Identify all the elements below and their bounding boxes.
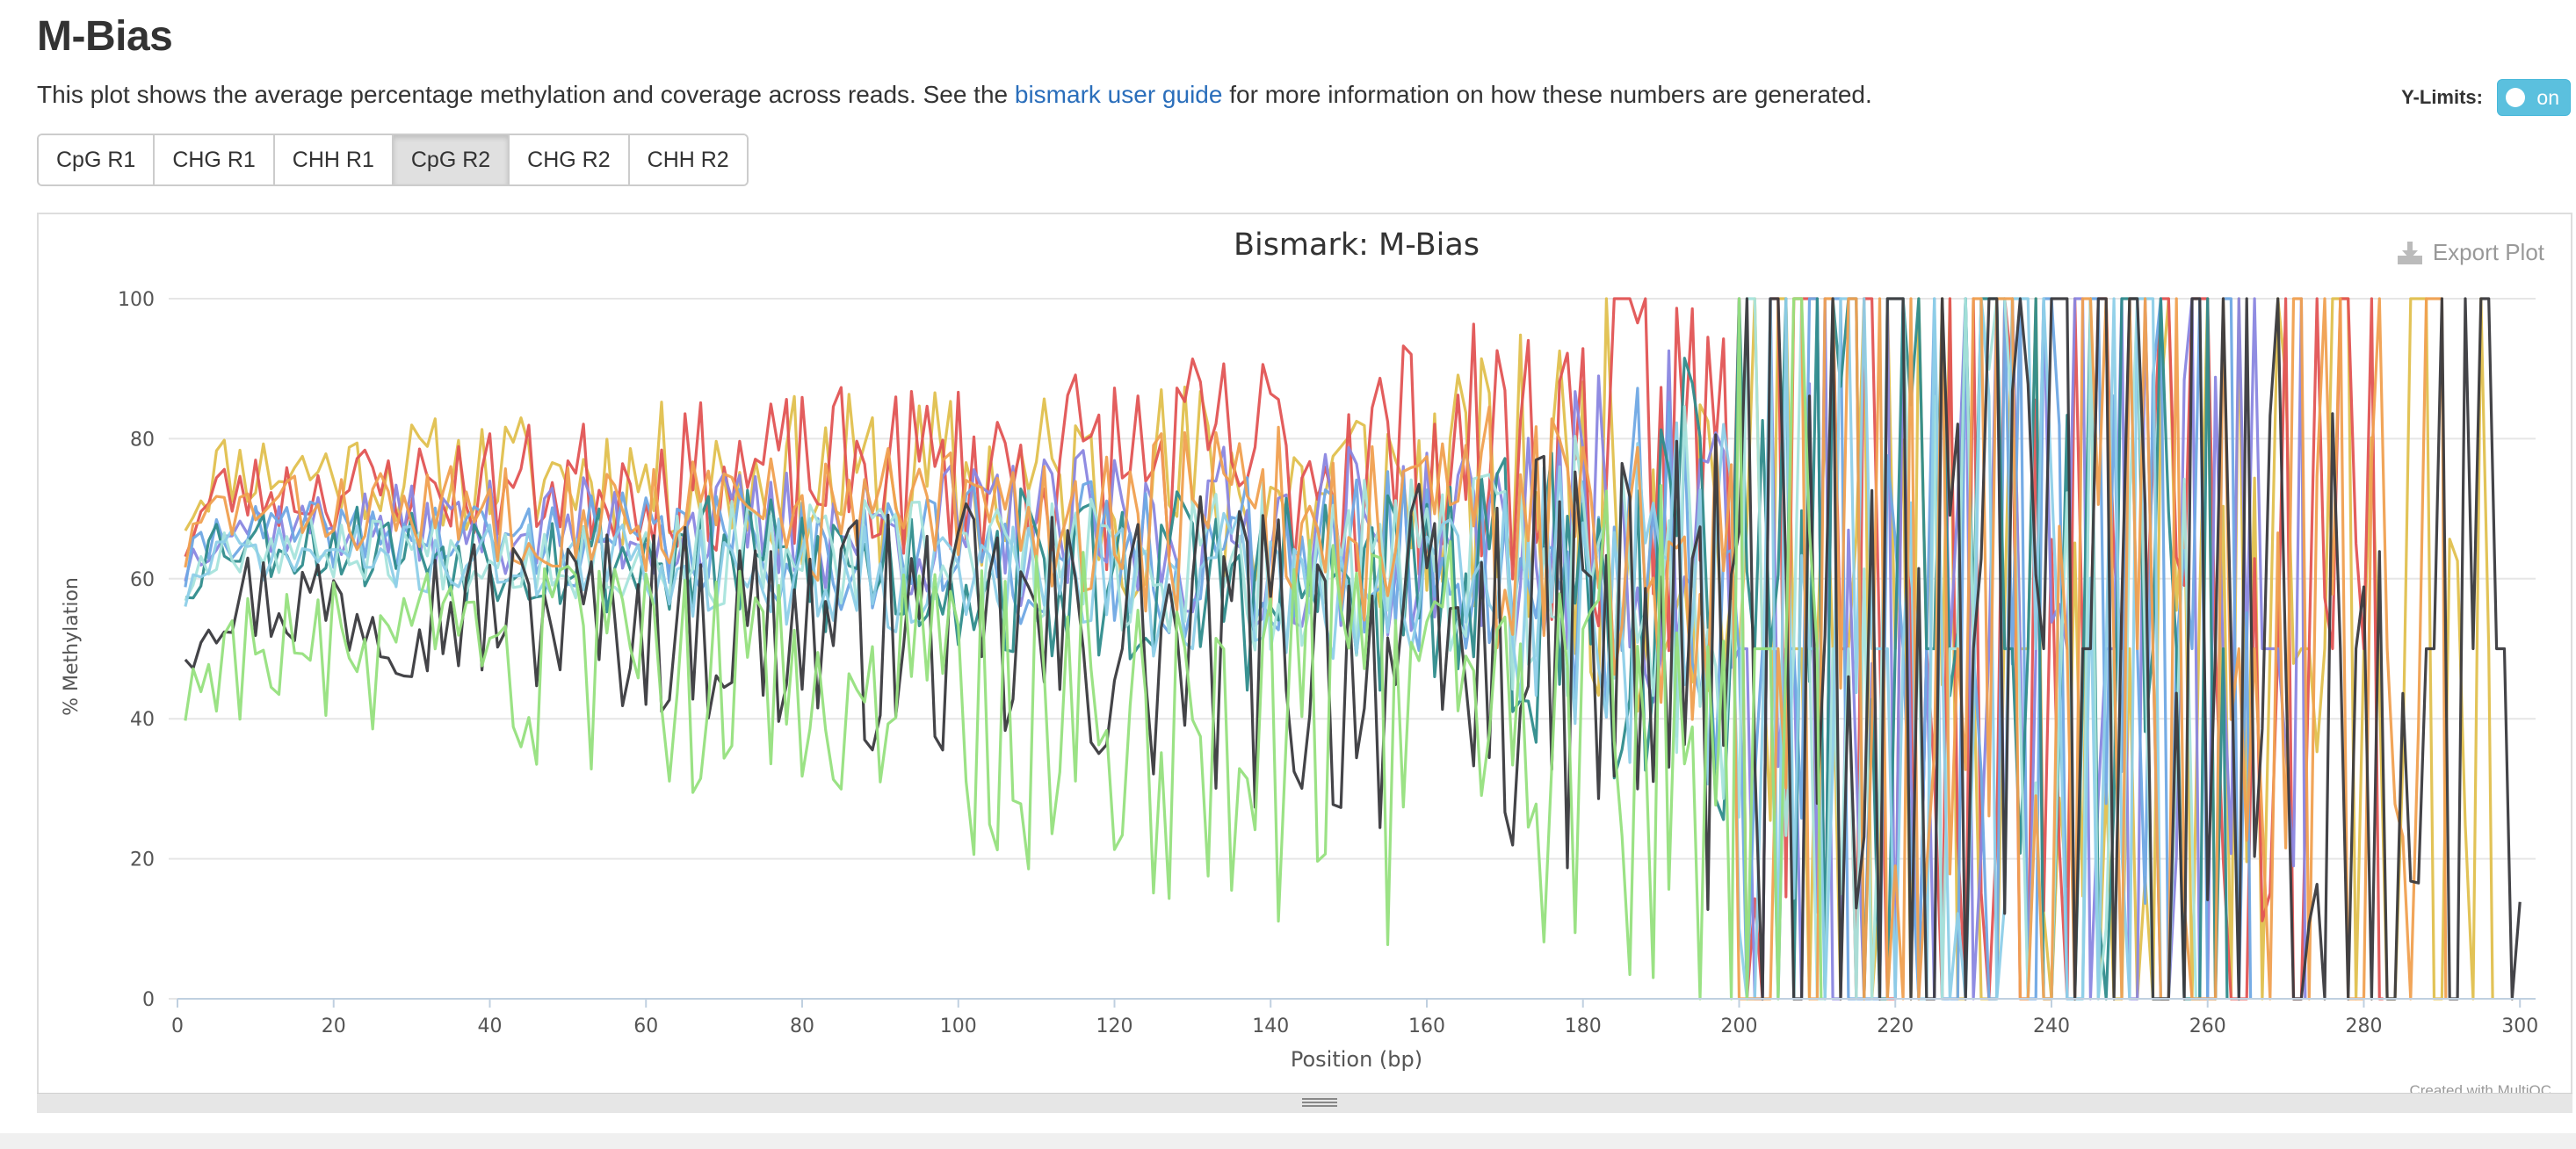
y-tick-label: 20 (130, 849, 155, 871)
y-limits-state: on (2536, 85, 2559, 109)
x-tick-label: 200 (1720, 1015, 1757, 1037)
x-tick-label: 180 (1565, 1015, 1602, 1037)
plot-panel: 0 20 40 60 80 100 0 20 40 60 80 100 120 140 160 180 200 2… (37, 213, 2572, 1112)
tab-chg-r1[interactable]: CHG R1 (155, 135, 275, 184)
description-text-after: for more information on how these number… (1222, 81, 1872, 108)
x-tick-label: 60 (633, 1015, 658, 1037)
x-tick-label: 160 (1408, 1015, 1445, 1037)
x-tick-label: 80 (790, 1015, 814, 1037)
series-line-7[interactable] (184, 297, 2165, 1001)
plot-resize-handle[interactable] (37, 1093, 2572, 1113)
y-limits-label: Y-Limits: (2401, 86, 2483, 108)
y-limits-toggle[interactable]: on (2497, 79, 2571, 116)
x-tick-label: 220 (1877, 1015, 1914, 1037)
tab-chh-r2[interactable]: CHH R2 (629, 135, 747, 184)
y-tick-label: 0 (142, 989, 155, 1011)
y-axis-label: % Methylation (61, 577, 83, 716)
x-tick-label: 240 (2033, 1015, 2070, 1037)
y-tick-label: 60 (130, 569, 155, 591)
x-tick-label: 0 (171, 1015, 184, 1037)
x-tick-label: 40 (477, 1015, 502, 1037)
chart-title: Bismark: M-Bias (1234, 228, 1480, 263)
axis-layer: 0 20 40 60 80 100 0 20 40 60 80 100 120 140 160 180 200 2… (118, 289, 2538, 1037)
tab-cpg-r2[interactable]: CpG R2 (393, 135, 510, 184)
x-tick-label: 300 (2501, 1015, 2538, 1037)
x-tick-label: 140 (1252, 1015, 1289, 1037)
tab-chg-r2[interactable]: CHG R2 (510, 135, 630, 184)
resize-grip-icon (1302, 1098, 1337, 1107)
y-tick-label: 80 (130, 429, 155, 451)
x-tick-label: 260 (2189, 1015, 2226, 1037)
page-description: This plot shows the average percentage m… (37, 81, 1872, 109)
x-tick-label: 100 (940, 1015, 977, 1037)
x-tick-label: 280 (2345, 1015, 2382, 1037)
x-axis-label: Position (bp) (1291, 1047, 1422, 1072)
download-icon (2397, 241, 2422, 264)
context-tab-group: CpG R1 CHG R1 CHH R1 CpG R2 CHG R2 CHH R… (37, 134, 749, 186)
series-line-3[interactable] (184, 297, 2307, 1001)
series-line-10[interactable] (184, 297, 1823, 1001)
series-line-9[interactable] (184, 297, 2522, 1001)
page-bottom-bar (0, 1133, 2576, 1149)
y-tick-label: 100 (118, 289, 155, 311)
toggle-knob-icon (2506, 88, 2525, 107)
x-tick-label: 20 (322, 1015, 346, 1037)
page-title: M-Bias (37, 13, 173, 60)
y-limits-control: Y-Limits: on (2401, 79, 2571, 116)
tab-chh-r1[interactable]: CHH R1 (274, 135, 394, 184)
x-tick-label: 120 (1096, 1015, 1132, 1037)
export-plot-label: Export Plot (2432, 239, 2544, 265)
bismark-user-guide-link[interactable]: bismark user guide (1014, 81, 1223, 108)
mbias-chart: 0 20 40 60 80 100 0 20 40 60 80 100 120 140 160 180 200 2… (61, 228, 2538, 1072)
series-layer (184, 297, 2522, 1001)
y-tick-label: 40 (130, 709, 155, 731)
description-text-before: This plot shows the average percentage m… (37, 81, 1015, 108)
export-plot-button[interactable]: Export Plot (2396, 239, 2544, 266)
tab-cpg-r1[interactable]: CpG R1 (39, 135, 156, 184)
